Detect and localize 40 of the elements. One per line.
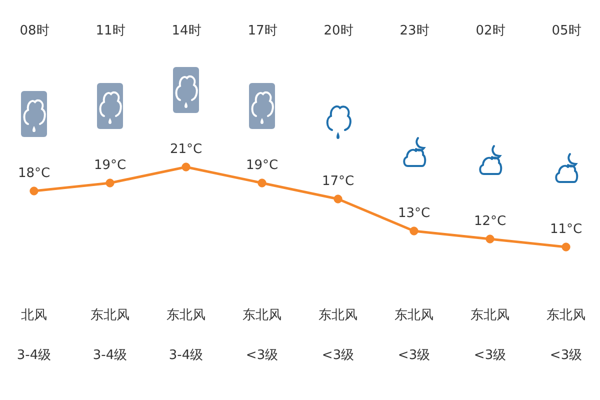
x-tick-label: 02时 (476, 24, 506, 38)
point (182, 162, 190, 172)
text: <3级 (322, 348, 354, 363)
text: 东北风 (546, 308, 586, 323)
text: 东北风 (470, 308, 510, 323)
point (486, 234, 494, 244)
text: 北风 (21, 308, 47, 323)
x-tick-label: 14时 (172, 24, 202, 38)
text: 东北风 (318, 308, 358, 323)
data-label: 21°C (170, 142, 202, 157)
text: <3级 (474, 348, 506, 363)
data-label: 17°C (322, 174, 354, 189)
data-label: 19°C (246, 158, 278, 173)
x-tick-label: 23时 (400, 24, 430, 38)
data-label: 13°C (398, 206, 430, 221)
data-label: 19°C (94, 158, 126, 173)
point (258, 178, 266, 188)
text: <3级 (550, 348, 582, 363)
point (410, 226, 418, 236)
point (106, 178, 114, 188)
text: <3级 (246, 348, 278, 363)
data-label: 12°C (474, 214, 506, 229)
point (30, 186, 38, 196)
text: 东北风 (90, 308, 130, 323)
text: 东北风 (166, 308, 206, 323)
text: 3-4级 (16, 348, 52, 363)
text: 3-4级 (168, 348, 204, 363)
data-label: 18°C (18, 166, 50, 181)
x-tick-label: 17时 (248, 24, 278, 38)
x-tick-label: 20时 (324, 24, 354, 38)
x-tick-label: 08时 (20, 24, 50, 38)
text: 3-4级 (92, 348, 128, 363)
data-label: 11°C (550, 222, 582, 237)
text: 东北风 (394, 308, 434, 323)
text: 东北风 (242, 308, 282, 323)
text: <3级 (398, 348, 430, 363)
x-tick-label: 11时 (96, 24, 126, 38)
point (334, 194, 342, 204)
x-tick-label: 05时 (552, 24, 582, 38)
point (562, 242, 570, 252)
